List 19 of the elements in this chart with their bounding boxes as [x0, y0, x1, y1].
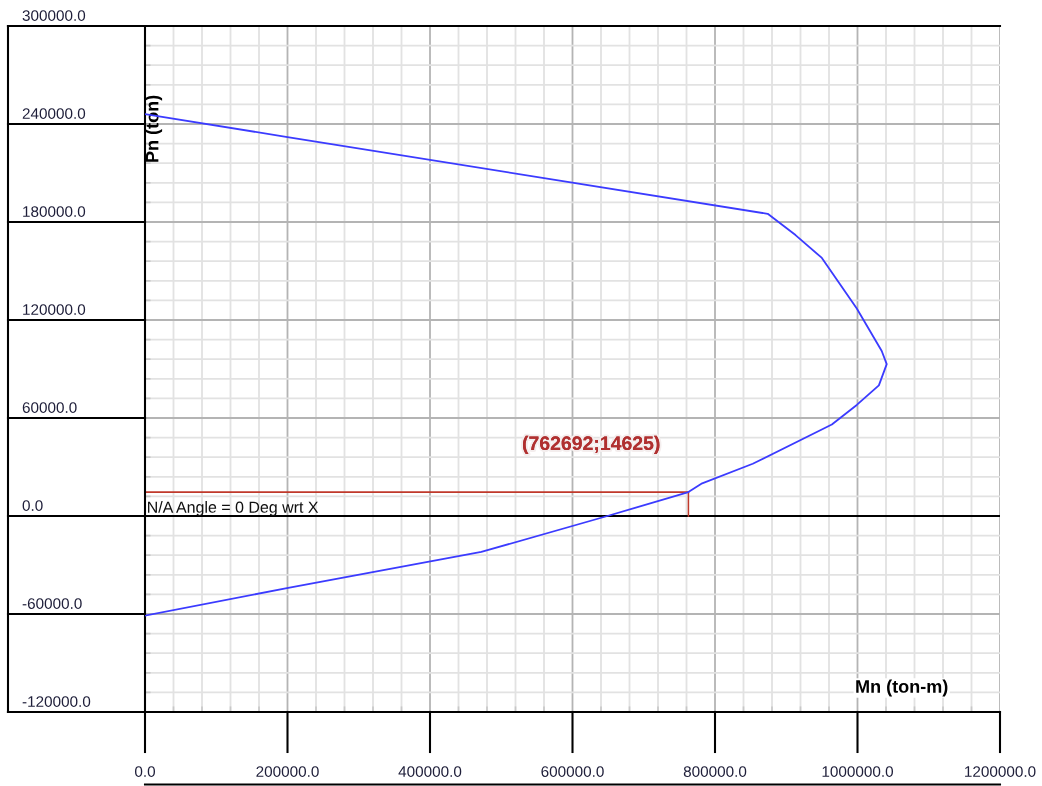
x-axis-title: Mn (ton-m) [856, 679, 948, 697]
y-tick-label: -60000.0 [22, 598, 82, 609]
x-tick-label: 200000.0 [256, 766, 319, 777]
y-tick-label: 180000.0 [23, 206, 86, 217]
x-tick-label: 1200000.0 [965, 766, 1036, 777]
x-tick-label: 600000.0 [541, 766, 604, 777]
y-axis-title: Pn (ton) [145, 95, 163, 162]
y-tick-label: 120000.0 [23, 304, 86, 315]
y-tick-label: 0.0 [22, 500, 43, 511]
y-tick-label: 60000.0 [22, 402, 77, 413]
x-tick-label: 0.0 [134, 766, 156, 777]
x-tick-label: 400000.0 [398, 766, 462, 777]
annotation: (762692;14625) [522, 435, 660, 454]
y-tick-label: -120000.0 [22, 696, 91, 707]
ref-line-label: N/A Angle = 0 Deg wrt X [148, 501, 319, 516]
y-tick-label: 240000.0 [22, 108, 86, 119]
x-tick-label: 1000000.0 [822, 766, 894, 777]
y-tick-label: 300000.0 [22, 10, 86, 21]
x-tick-label: 800000.0 [683, 766, 747, 777]
